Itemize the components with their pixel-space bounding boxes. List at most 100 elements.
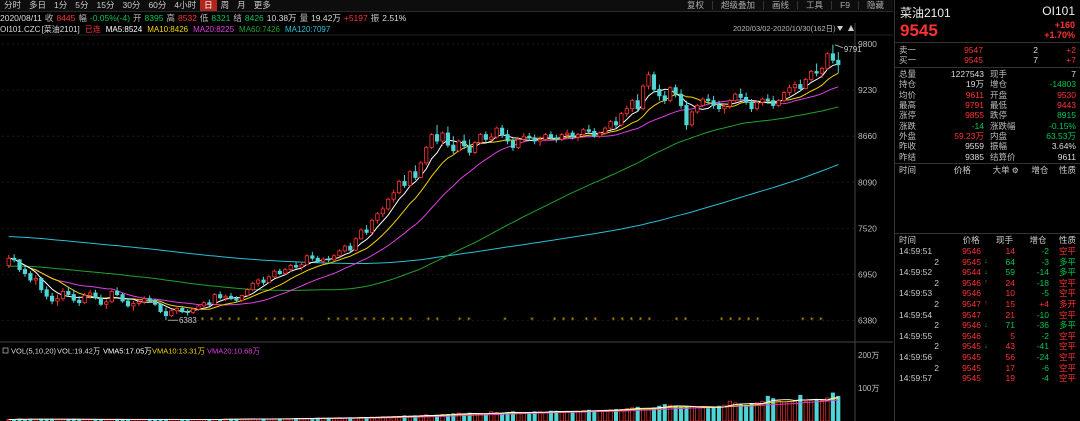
stat-value: 9530 xyxy=(1057,89,1076,100)
candle-body xyxy=(277,270,282,274)
candle-body xyxy=(207,302,212,305)
signal-star-icon: * xyxy=(228,316,232,324)
collapse-icon[interactable] xyxy=(848,25,854,31)
candle-body xyxy=(256,279,261,284)
period-tab-8[interactable]: 日 xyxy=(200,0,217,11)
candle-body xyxy=(353,238,358,251)
volume-bar xyxy=(836,395,841,421)
stat-value: 8915 xyxy=(1057,110,1076,121)
candle xyxy=(169,309,174,318)
candle-body xyxy=(754,101,760,110)
volume-bar xyxy=(570,411,575,421)
tool-button-2[interactable]: 画线 xyxy=(772,0,790,10)
candle xyxy=(310,251,315,261)
low-value: 8321 xyxy=(211,13,231,23)
candle-body xyxy=(608,121,613,129)
candle xyxy=(228,292,234,301)
tick-volume: 71 xyxy=(1005,320,1015,331)
candle xyxy=(380,206,385,218)
signal-star-icon: * xyxy=(354,316,358,324)
period-tab-7[interactable]: 4小时 xyxy=(174,0,197,10)
stats-row: 持仓 19万 增仓 -14803 xyxy=(895,79,1080,89)
candle xyxy=(190,307,196,314)
tick-oi-change: +4 xyxy=(1039,298,1049,309)
candle-body xyxy=(787,87,792,93)
candle-body xyxy=(218,294,223,299)
candle xyxy=(294,261,299,269)
candle xyxy=(467,139,472,156)
tick-time: 2 xyxy=(934,256,939,267)
candle xyxy=(543,132,548,142)
trade-head-cell: 时间 xyxy=(899,165,917,176)
candle-body xyxy=(489,136,494,140)
candle xyxy=(597,131,602,138)
period-tab-0[interactable]: 分时 xyxy=(4,0,22,10)
candle xyxy=(733,92,738,103)
tick-price: 9546 xyxy=(962,245,981,256)
tick-nature: 多平 xyxy=(1058,256,1076,267)
candle-body xyxy=(429,134,434,148)
signal-star-icon: * xyxy=(273,316,277,324)
candle-body xyxy=(391,192,396,200)
tool-button-0[interactable]: 复权 xyxy=(687,0,705,10)
signal-star-icon: * xyxy=(237,316,241,324)
candle xyxy=(803,78,808,90)
volume-bar xyxy=(782,401,787,421)
tool-button-1[interactable]: 超级叠加 xyxy=(721,0,756,10)
candle xyxy=(711,95,716,109)
candle-body xyxy=(527,135,532,139)
range-dropdown-icon[interactable] xyxy=(837,26,843,31)
candle xyxy=(500,124,505,138)
period-tab-9[interactable]: 周 xyxy=(220,0,230,10)
candle-body xyxy=(619,113,624,126)
period-tab-2[interactable]: 1分 xyxy=(54,0,68,10)
change-percent: +1.70% xyxy=(1044,30,1075,40)
tick-price: 9545 xyxy=(962,362,981,373)
period-tab-11[interactable]: 更多 xyxy=(253,0,271,10)
candle-body xyxy=(424,147,429,164)
candle-body xyxy=(516,139,521,148)
trade-head-cell: 增仓 xyxy=(1031,165,1049,176)
candle-body xyxy=(310,255,315,259)
candle-body xyxy=(380,208,385,215)
candle-body xyxy=(776,100,781,106)
candle-body xyxy=(369,219,375,233)
volume-settings-icon[interactable] xyxy=(2,347,9,354)
period-tab-5[interactable]: 30分 xyxy=(122,0,141,10)
candle-body xyxy=(462,140,467,147)
low-label: 低 xyxy=(199,13,209,23)
candle xyxy=(17,259,22,272)
candle-body xyxy=(543,134,548,140)
volume-title: VOL(5,10,20) xyxy=(11,347,57,356)
tool-button-3[interactable]: 工具 xyxy=(806,0,824,10)
stat-value: 1227543 xyxy=(950,69,984,80)
amplitude-value: 2.51% xyxy=(382,13,407,23)
last-price: 9545 xyxy=(900,21,938,40)
candle-body xyxy=(33,278,38,281)
close-value: 8445 xyxy=(56,13,76,23)
tool-button-4[interactable]: F9 xyxy=(840,0,850,10)
candle xyxy=(147,295,152,303)
rights-badge[interactable]: 已连 xyxy=(84,24,101,34)
period-tab-1[interactable]: 多日 xyxy=(29,0,47,10)
period-tab-4[interactable]: 15分 xyxy=(96,0,115,10)
candle xyxy=(575,132,581,142)
tool-button-5[interactable]: 隐藏 xyxy=(866,0,884,10)
kline-chart[interactable]: 9800 9230 8660 8090 7520 6950 6380 9791 6383 * * * *… xyxy=(0,0,893,421)
tick-time: 2 xyxy=(934,320,939,331)
contract-name: 菜油2101 xyxy=(900,6,951,20)
gear-icon[interactable]: ⚙ xyxy=(1011,165,1019,175)
stat-value: 9559 xyxy=(965,141,984,152)
high-value: 8532 xyxy=(177,13,197,23)
period-tab-3[interactable]: 5分 xyxy=(75,0,89,10)
ma5-line xyxy=(8,63,839,313)
tick-row: 14:59:51 9546 14 -2 空平 xyxy=(895,246,1080,257)
volume-bar xyxy=(798,394,803,421)
quote-panel: 菜油2101 OI101 9545 +160 +1.70% 卖一 9547 2 +2 买… xyxy=(894,0,1080,421)
volume-bar xyxy=(554,410,559,421)
stats-row: 外盘 59.23万 内盘 63.53万 xyxy=(895,131,1080,141)
candle xyxy=(299,263,304,271)
candle-body xyxy=(819,67,825,74)
period-tab-10[interactable]: 月 xyxy=(237,0,246,10)
period-tab-6[interactable]: 60分 xyxy=(148,0,167,10)
